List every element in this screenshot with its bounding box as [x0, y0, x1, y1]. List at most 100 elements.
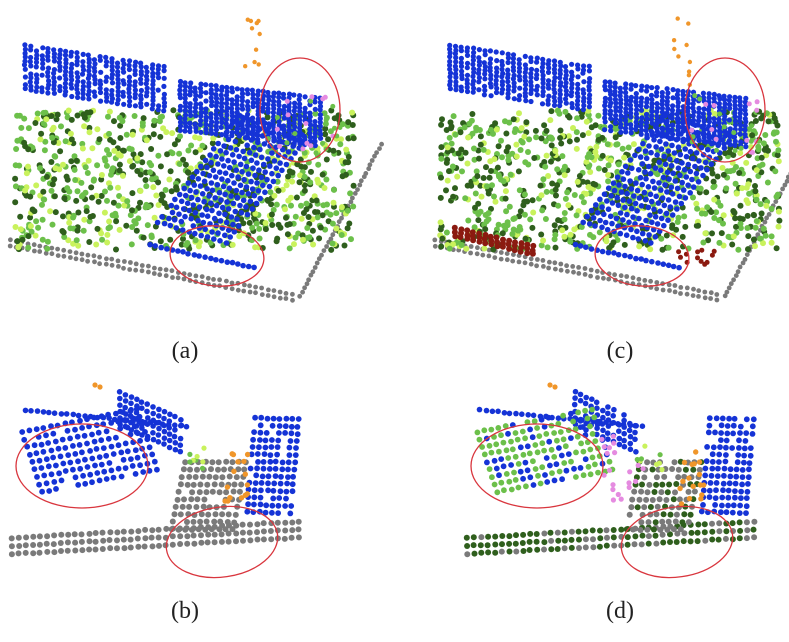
point	[44, 541, 50, 547]
point	[135, 430, 141, 436]
point	[133, 447, 139, 453]
point	[374, 150, 379, 155]
point	[661, 175, 667, 181]
point	[291, 92, 296, 97]
point	[702, 473, 708, 479]
point	[263, 438, 269, 444]
point	[726, 416, 732, 422]
point	[731, 233, 737, 239]
point	[672, 150, 678, 156]
point	[552, 222, 558, 228]
point	[224, 101, 229, 106]
point	[635, 188, 641, 194]
point	[452, 185, 458, 191]
point	[714, 137, 719, 142]
point	[621, 424, 627, 430]
point	[520, 476, 526, 482]
point	[271, 137, 277, 143]
point	[628, 87, 633, 92]
point	[492, 542, 498, 548]
point	[221, 184, 227, 190]
point	[173, 440, 179, 446]
point	[721, 481, 727, 487]
point	[604, 535, 610, 541]
point	[253, 290, 258, 295]
point	[194, 129, 199, 134]
point	[213, 474, 219, 480]
point	[506, 533, 512, 539]
point	[655, 221, 661, 227]
point	[49, 188, 55, 194]
point	[511, 470, 517, 476]
point	[239, 120, 245, 126]
point	[663, 141, 669, 147]
point	[727, 117, 732, 122]
point	[475, 251, 480, 256]
point	[549, 181, 555, 187]
point	[113, 435, 119, 441]
point	[44, 480, 50, 486]
point	[724, 509, 730, 515]
point	[249, 137, 255, 143]
point	[666, 482, 672, 488]
point	[453, 75, 458, 80]
point	[49, 127, 55, 133]
point	[94, 446, 100, 452]
point	[234, 167, 240, 173]
point	[605, 141, 611, 147]
point	[641, 474, 647, 480]
point	[494, 489, 500, 495]
point	[291, 241, 297, 247]
point	[9, 551, 15, 557]
point	[628, 504, 634, 510]
point	[628, 227, 634, 233]
point	[746, 466, 752, 472]
point	[702, 211, 708, 217]
point	[213, 511, 219, 517]
point	[548, 538, 554, 544]
point	[188, 496, 194, 502]
point	[109, 257, 114, 262]
point	[73, 198, 79, 204]
point	[204, 130, 209, 135]
point	[123, 441, 129, 447]
point	[438, 226, 444, 232]
point	[563, 443, 569, 449]
point	[299, 132, 305, 138]
point	[12, 176, 18, 182]
point	[192, 231, 198, 237]
point	[242, 283, 247, 288]
point	[178, 108, 183, 113]
point	[736, 445, 742, 451]
point	[520, 429, 526, 435]
point	[154, 467, 160, 473]
point	[556, 445, 562, 451]
point	[93, 547, 99, 553]
point	[447, 74, 452, 79]
point	[690, 156, 696, 162]
point	[651, 137, 657, 143]
point	[200, 171, 206, 177]
point	[618, 130, 623, 135]
point	[501, 223, 507, 229]
point	[68, 158, 74, 164]
point	[548, 159, 554, 165]
point	[140, 123, 146, 129]
point	[139, 422, 145, 428]
point	[102, 210, 108, 216]
point	[224, 199, 230, 205]
point	[502, 118, 508, 124]
point	[639, 482, 645, 488]
point	[505, 251, 510, 256]
point	[694, 150, 700, 156]
point	[670, 212, 676, 218]
point	[703, 189, 709, 195]
point	[541, 122, 547, 128]
point	[67, 460, 73, 466]
point	[562, 538, 568, 544]
point	[49, 246, 54, 251]
point	[438, 219, 444, 225]
point	[670, 191, 676, 197]
point	[647, 212, 653, 218]
point	[129, 190, 135, 196]
